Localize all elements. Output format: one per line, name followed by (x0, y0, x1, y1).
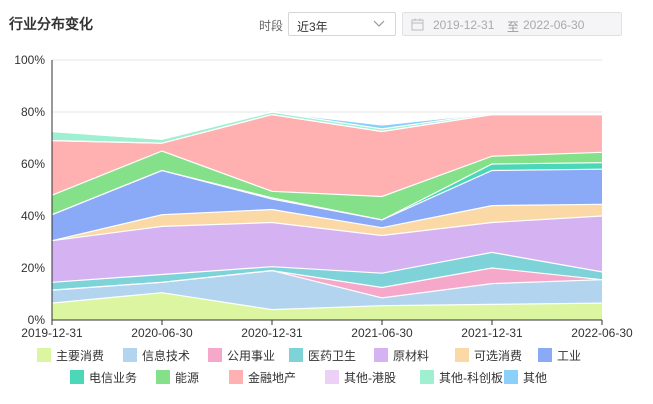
calendar-icon (411, 18, 424, 34)
area-series-edge-8 (51, 150, 603, 198)
legend-item[interactable]: 其他-科创板 (420, 370, 503, 386)
legend-swatch (289, 348, 303, 362)
y-tick-label: 60% (21, 157, 45, 171)
legend-label: 可选消费 (474, 349, 523, 363)
area-series-1 (52, 270, 602, 310)
area-series-6 (52, 169, 602, 241)
area-series-5 (52, 204, 602, 241)
x-tick-label: 2022-06-30 (571, 326, 633, 340)
legend-label: 信息技术 (142, 349, 191, 363)
legend-item[interactable]: 其他-港股 (325, 370, 396, 386)
area-series-0 (52, 292, 602, 320)
date-range-picker[interactable]: 2019-12-31 至 2022-06-30 (402, 12, 622, 36)
chart-title: 行业分布变化 (9, 16, 93, 32)
y-tick-label: 0% (28, 313, 46, 327)
area-series-8 (52, 151, 602, 220)
area-series-edge-7 (51, 162, 603, 221)
legend-swatch (325, 370, 339, 384)
area-series-3 (52, 252, 602, 291)
area-series-edge-10 (51, 113, 602, 144)
legend-item[interactable]: 工业 (538, 348, 581, 364)
area-series-2 (52, 268, 602, 298)
legend-swatch (455, 348, 469, 362)
legend-swatch (70, 370, 84, 384)
legend-item[interactable]: 电信业务 (70, 370, 137, 386)
area-series-7 (52, 162, 602, 220)
legend-swatch (420, 370, 434, 384)
legend-swatch (374, 348, 388, 362)
legend-item[interactable]: 其他 (504, 370, 547, 386)
period-select-value: 近3年 (297, 20, 328, 34)
legend-item[interactable]: 金融地产 (229, 370, 296, 386)
legend-label: 能源 (175, 371, 200, 385)
y-tick-label: 20% (21, 261, 45, 275)
x-tick-label: 2020-06-30 (131, 326, 193, 340)
legend-item[interactable]: 公用事业 (208, 348, 275, 364)
area-series-9 (52, 114, 602, 197)
legend-swatch (208, 348, 222, 362)
y-tick-label: 80% (21, 105, 45, 119)
legend-swatch (156, 370, 170, 384)
legend-swatch (37, 348, 51, 362)
y-tick-label: 40% (21, 209, 45, 223)
area-series-4 (52, 216, 602, 283)
legend-label: 主要消费 (56, 349, 105, 363)
legend-label: 其他-科创板 (439, 371, 503, 385)
legend-item[interactable]: 主要消费 (37, 348, 104, 364)
legend-label: 金融地产 (248, 371, 297, 385)
legend-item[interactable]: 原材料 (374, 348, 429, 364)
x-tick-label: 2021-12-31 (461, 326, 523, 340)
area-series-edge-4 (51, 215, 603, 242)
area-series-edge-5 (51, 203, 603, 242)
y-tick-label: 100% (14, 53, 45, 67)
legend-swatch (504, 370, 518, 384)
legend-label: 其他-港股 (344, 371, 396, 385)
period-select[interactable]: 近3年 (288, 12, 396, 36)
date-end: 2022-06-30 (523, 18, 585, 32)
legend-label: 公用事业 (227, 349, 276, 363)
legend-label: 其他 (523, 371, 548, 385)
legend-label: 工业 (557, 349, 582, 363)
area-series-11 (52, 112, 602, 144)
date-start: 2019-12-31 (433, 18, 495, 32)
area-series-edge-3 (51, 251, 603, 283)
area-series-edge-0 (51, 292, 603, 311)
area-series-edge-12 (51, 111, 602, 140)
legend-item[interactable]: 可选消费 (455, 348, 522, 364)
x-tick-label: 2019-12-31 (21, 326, 83, 340)
date-separator: 至 (507, 20, 520, 34)
legend-label: 电信业务 (89, 371, 138, 385)
legend-label: 医药卫生 (308, 349, 357, 363)
period-label: 时段 (259, 19, 284, 33)
legend-item[interactable]: 医药卫生 (289, 348, 356, 364)
legend-item[interactable]: 信息技术 (123, 348, 190, 364)
legend-item[interactable]: 能源 (156, 370, 199, 386)
legend-swatch (123, 348, 137, 362)
chevron-down-icon (373, 17, 385, 34)
area-series-edge-2 (51, 267, 603, 291)
legend-label: 原材料 (393, 349, 430, 363)
legend-swatch (538, 348, 552, 362)
x-tick-label: 2021-06-30 (351, 326, 413, 340)
legend-swatch (229, 370, 243, 384)
x-tick-label: 2020-12-31 (241, 326, 303, 340)
